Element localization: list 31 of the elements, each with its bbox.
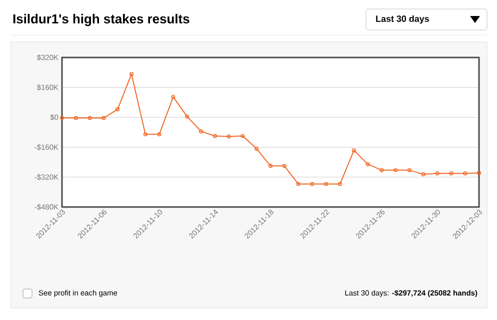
point [394,168,398,172]
point [157,132,162,136]
point [212,134,217,138]
point [435,171,440,176]
point [449,171,454,176]
point [338,182,342,186]
point [74,116,78,120]
point [366,162,370,166]
point [324,182,328,186]
point [352,148,356,152]
point [240,134,245,138]
point [268,164,272,168]
point [282,164,286,168]
point [380,168,384,172]
point [171,94,176,99]
point [463,171,468,176]
point [185,114,190,119]
point [143,132,148,136]
point [88,116,92,120]
point [102,116,106,120]
chart-title: Isildur1's high stakes results [13,14,190,26]
point [116,107,120,112]
point [254,146,259,151]
point [130,72,134,76]
point [421,172,426,176]
point [199,129,203,134]
text: Last 30 days [376,15,429,24]
point [310,182,314,186]
point [226,134,231,139]
point [408,168,412,172]
point [296,182,300,186]
